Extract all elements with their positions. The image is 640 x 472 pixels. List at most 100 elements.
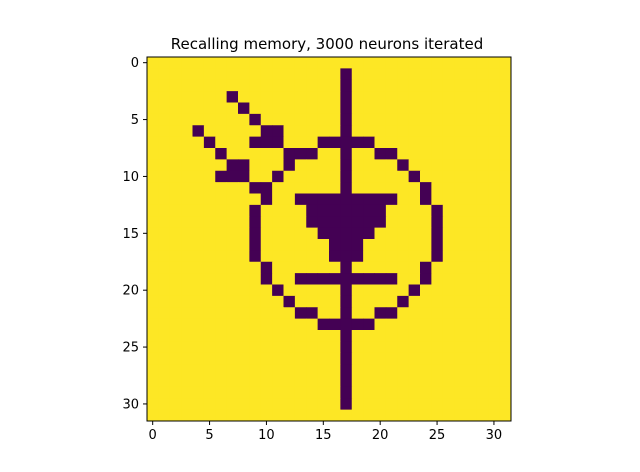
heatmap-cell-high — [385, 125, 398, 138]
heatmap-cell-high — [169, 79, 182, 92]
heatmap-cell-high — [260, 284, 273, 297]
heatmap-cell-high — [420, 386, 432, 399]
heatmap-cell-high — [374, 182, 387, 194]
heatmap-cell-high — [238, 193, 250, 206]
heatmap-cell-high — [169, 375, 182, 388]
heatmap-cell-high — [465, 398, 478, 411]
heatmap-cell-low — [329, 250, 341, 263]
heatmap-cell-high — [272, 375, 284, 388]
heatmap-cell-low — [340, 182, 353, 194]
heatmap-cell-low — [294, 148, 307, 160]
heatmap-cell-high — [385, 227, 398, 240]
heatmap-cell-high — [397, 273, 410, 285]
heatmap-cell-high — [238, 250, 250, 263]
heatmap-cell-low — [431, 250, 444, 263]
heatmap-cell-high — [249, 318, 262, 331]
heatmap-cell-high — [385, 136, 398, 149]
heatmap-cell-high — [329, 364, 341, 376]
heatmap-cell-high — [147, 386, 159, 399]
heatmap-cell-high — [238, 227, 250, 240]
heatmap-cell-high — [249, 57, 262, 69]
heatmap-cell-low — [226, 91, 239, 103]
heatmap-cell-high — [351, 159, 364, 172]
heatmap-cell-high — [488, 91, 501, 103]
heatmap-cell-high — [181, 341, 193, 354]
heatmap-cell-high — [272, 239, 284, 251]
heatmap-cell-high — [476, 409, 489, 422]
heatmap-cell-low — [340, 307, 353, 320]
heatmap-cell-high — [363, 239, 375, 251]
heatmap-cell-high — [488, 193, 501, 206]
heatmap-cell-high — [203, 352, 216, 365]
heatmap-cell-high — [408, 113, 421, 126]
heatmap-cell-high — [203, 307, 216, 320]
heatmap-cell-high — [465, 352, 478, 365]
heatmap-cell-high — [203, 330, 216, 342]
heatmap-cell-high — [158, 125, 171, 138]
heatmap-cell-high — [499, 364, 512, 376]
heatmap-cell-high — [442, 295, 455, 308]
heatmap-cell-high — [374, 113, 387, 126]
heatmap-cell-high — [329, 398, 341, 411]
heatmap-cell-high — [420, 364, 432, 376]
heatmap-cell-high — [272, 57, 284, 69]
heatmap-cell-high — [226, 364, 239, 376]
heatmap-cell-high — [203, 204, 216, 217]
heatmap-cell-high — [226, 182, 239, 194]
heatmap-cell-high — [158, 204, 171, 217]
heatmap-cell-high — [397, 364, 410, 376]
heatmap-cell-high — [294, 250, 307, 263]
heatmap-cell-high — [363, 102, 375, 115]
heatmap-cell-high — [249, 273, 262, 285]
heatmap-cell-high — [192, 284, 205, 297]
heatmap-cell-low — [260, 273, 273, 285]
heatmap-cell-high — [476, 79, 489, 92]
heatmap-cell-high — [294, 204, 307, 217]
heatmap-cell-high — [454, 261, 466, 274]
heatmap-cell-high — [476, 57, 489, 69]
heatmap-cell-high — [306, 386, 319, 399]
heatmap-cell-high — [408, 148, 421, 160]
heatmap-cell-high — [317, 261, 330, 274]
heatmap-cell-high — [181, 364, 193, 376]
heatmap-cell-low — [306, 204, 319, 217]
heatmap-cell-high — [169, 227, 182, 240]
heatmap-cell-high — [215, 68, 228, 81]
heatmap-cell-high — [397, 136, 410, 149]
heatmap-cell-low — [306, 193, 319, 206]
heatmap-cell-high — [158, 136, 171, 149]
heatmap-cell-high — [260, 364, 273, 376]
heatmap-cell-high — [465, 295, 478, 308]
heatmap-cell-high — [442, 113, 455, 126]
heatmap-cell-high — [294, 318, 307, 331]
heatmap-cell-high — [203, 295, 216, 308]
heatmap-cell-high — [203, 284, 216, 297]
heatmap-cell-high — [420, 216, 432, 229]
heatmap-cell-high — [158, 216, 171, 229]
heatmap-cell-high — [272, 148, 284, 160]
heatmap-cell-low — [215, 170, 228, 183]
x-tick-label: 10 — [258, 428, 275, 443]
heatmap-cell-high — [465, 125, 478, 138]
heatmap-cell-high — [329, 102, 341, 115]
heatmap-cell-high — [215, 261, 228, 274]
heatmap-cell-high — [385, 409, 398, 422]
heatmap-cell-high — [192, 204, 205, 217]
heatmap-cell-high — [249, 386, 262, 399]
heatmap-cell-high — [238, 216, 250, 229]
heatmap-cell-low — [351, 273, 364, 285]
heatmap-cell-high — [488, 398, 501, 411]
heatmap-cell-high — [215, 91, 228, 103]
heatmap-cell-high — [238, 409, 250, 422]
heatmap-cell-high — [465, 57, 478, 69]
heatmap-cell-high — [317, 68, 330, 81]
heatmap-cell-high — [226, 68, 239, 81]
heatmap-cell-high — [408, 409, 421, 422]
heatmap-cell-low — [340, 193, 353, 206]
heatmap-cell-high — [317, 79, 330, 92]
heatmap-cell-high — [465, 227, 478, 240]
heatmap-cell-high — [215, 398, 228, 411]
heatmap-cell-high — [397, 193, 410, 206]
heatmap-cell-high — [420, 341, 432, 354]
heatmap-cell-high — [465, 91, 478, 103]
